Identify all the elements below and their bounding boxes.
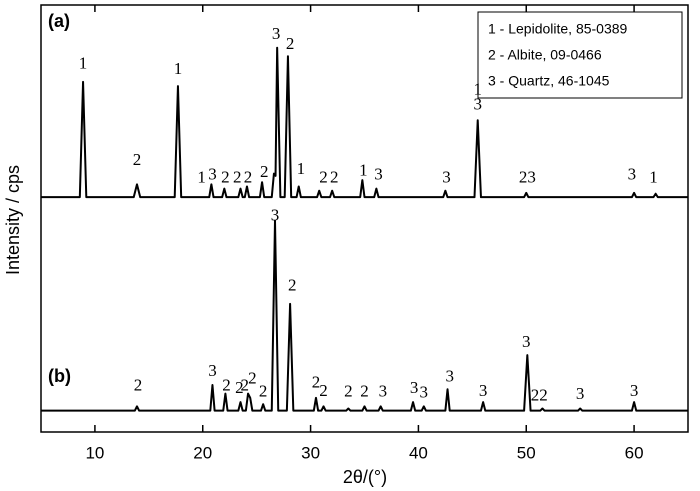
x-tick-label: 60 <box>625 443 644 462</box>
peak-label: 2 <box>319 381 328 400</box>
peak-label: 3 <box>442 167 451 186</box>
pattern-line <box>41 46 688 199</box>
peak-label: 3 <box>208 361 217 380</box>
x-tick-label: 30 <box>301 443 320 462</box>
peak-label: 3 <box>420 382 429 401</box>
x-axis-label: 2θ/(°) <box>343 467 387 487</box>
peak-label: 2 <box>286 34 295 53</box>
peak-label: 3 <box>445 367 454 386</box>
peak-label: 2 <box>248 368 257 387</box>
peak-label: 2 <box>244 167 253 186</box>
legend-entry: 2 - Albite, 09-0466 <box>488 47 602 63</box>
peak-label: 2 <box>222 376 231 395</box>
peak-label: 2 <box>134 376 143 395</box>
peak-label: 3 <box>410 378 419 397</box>
peak-label: 1 <box>359 160 368 179</box>
peak-label: 3 <box>576 384 585 403</box>
peak-label: 2 <box>344 382 353 401</box>
peak-label: 1 <box>197 167 206 186</box>
peak-label: 3 <box>374 165 383 184</box>
peak-label: 3 <box>208 165 217 184</box>
peak-label: 1 <box>174 59 183 78</box>
peak-label: 3 <box>272 24 281 43</box>
series-label: (b) <box>48 366 71 386</box>
peak-label: 3 <box>628 165 637 184</box>
peak-label: 1 <box>649 167 658 186</box>
legend-entry: 3 - Quartz, 46-1045 <box>488 73 610 89</box>
x-tick-label: 50 <box>517 443 536 462</box>
series-label: (a) <box>48 11 70 31</box>
peak-label: 2 <box>330 167 339 186</box>
legend-box <box>477 11 683 99</box>
peak-label: 2 <box>233 167 242 186</box>
peak-label: 2 <box>235 378 244 397</box>
peak-label: 23 <box>519 167 536 186</box>
peak-label: 2 <box>360 382 369 401</box>
peak-label: 2 <box>133 150 142 169</box>
pattern-line <box>41 219 688 412</box>
peak-label: 3 <box>630 381 639 400</box>
peak-label: 2 <box>221 167 230 186</box>
peak-label: 2 <box>259 382 268 401</box>
peak-label: 2 <box>260 162 269 181</box>
peak-label: 2 <box>319 167 328 186</box>
x-tick-label: 20 <box>193 443 212 462</box>
y-axis-label: Intensity / cps <box>3 165 23 275</box>
peak-label: 1 <box>297 159 306 178</box>
peak-label: 3 <box>473 95 482 114</box>
peak-label: 3 <box>271 205 280 224</box>
peak-label: 3 <box>522 332 531 351</box>
peak-label: 1 <box>473 79 482 98</box>
peak-label: 2 <box>241 376 250 395</box>
x-tick-label: 10 <box>85 443 104 462</box>
peak-label: 3 <box>379 382 388 401</box>
peak-label: 22 <box>531 385 548 404</box>
peak-label: 1 <box>79 54 88 73</box>
plot-frame <box>40 4 689 433</box>
legend-entry: 1 - Lepidolite, 85-0389 <box>488 21 628 37</box>
peak-label: 2 <box>312 373 321 392</box>
x-tick-label: 40 <box>409 443 428 462</box>
peak-label: 2 <box>288 276 297 295</box>
peak-label: 3 <box>479 381 488 400</box>
